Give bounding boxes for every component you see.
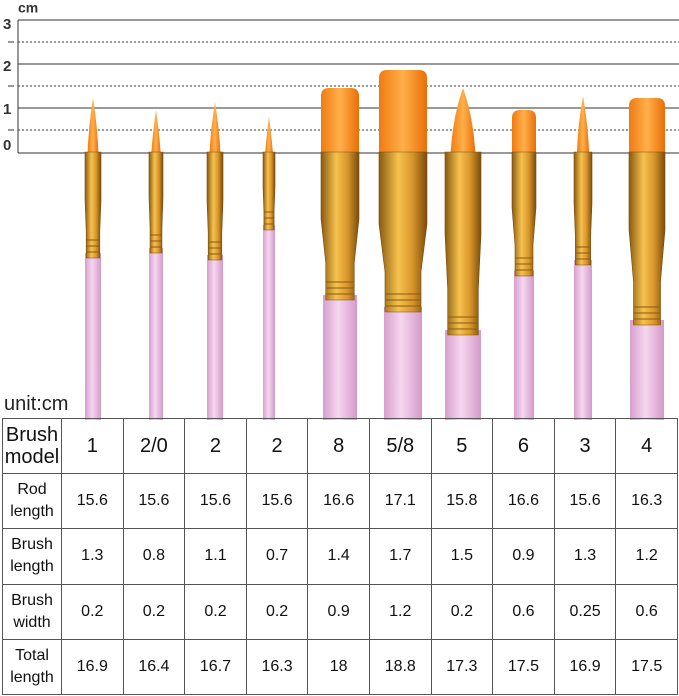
ferrule <box>628 151 666 326</box>
spec-table: Brush model 1 2/0 2 2 8 5/8 5 6 3 4 Rod length 15.6 1… <box>2 417 678 696</box>
ferrule <box>148 151 164 254</box>
table-cell: 2/0 <box>122 417 186 475</box>
ferrule <box>84 151 102 259</box>
row-label: Brush model <box>2 417 62 475</box>
table-cell: 1.2 <box>615 528 678 585</box>
row-label: Brush length <box>2 528 62 585</box>
bristles <box>512 110 536 158</box>
table-cell: 17.3 <box>430 638 494 696</box>
ferrule <box>320 151 360 301</box>
ruler-label: 2 <box>3 58 11 75</box>
table-cell: 1.5 <box>430 528 494 585</box>
table-cell: 1.1 <box>184 528 247 585</box>
handle <box>323 295 357 420</box>
table-cell: 0.2 <box>61 583 124 640</box>
handle <box>574 260 592 420</box>
table-row: Brush width 0.2 0.2 0.2 0.2 0.9 1.2 0.2 0.6 0.25 0… <box>2 583 678 640</box>
bristles <box>264 116 274 158</box>
table-cell: 16.9 <box>553 638 617 696</box>
table-cell: 17.5 <box>492 638 555 696</box>
table-cell: 15.6 <box>122 473 186 530</box>
table-cell: 16.4 <box>122 638 186 696</box>
table-cell: 0.25 <box>553 583 617 640</box>
table-cell: 5/8 <box>368 417 432 475</box>
table-cell: 15.8 <box>430 473 494 530</box>
ruler-label: 3 <box>3 16 11 33</box>
table-cell: 2 <box>184 417 247 475</box>
table-cell: 4 <box>615 417 678 475</box>
handle <box>85 253 101 420</box>
table-cell: 16.3 <box>245 638 309 696</box>
handle <box>514 271 534 420</box>
table-cell: 6 <box>492 417 555 475</box>
table-cell: 3 <box>553 417 617 475</box>
row-label: Rod length <box>2 473 62 530</box>
unit-note: unit:cm <box>4 393 69 415</box>
ferrule <box>444 151 482 336</box>
handle <box>149 248 163 420</box>
table-cell: 0.2 <box>184 583 247 640</box>
table-cell: 2 <box>245 417 309 475</box>
bristles <box>576 96 590 158</box>
table-cell: 1.7 <box>368 528 432 585</box>
table-row: Rod length 15.6 15.6 15.6 15.6 16.6 17.1 15.8 16… <box>2 473 678 530</box>
table-cell: 1.3 <box>61 528 124 585</box>
table-cell: 15.6 <box>553 473 617 530</box>
table-cell: 16.6 <box>307 473 370 530</box>
table-cell: 15.6 <box>184 473 247 530</box>
ferrule <box>573 151 593 266</box>
table-cell: 15.6 <box>61 473 124 530</box>
table-cell: 16.7 <box>184 638 247 696</box>
table-cell: 0.7 <box>245 528 309 585</box>
table-row: Brush model 1 2/0 2 2 8 5/8 5 6 3 4 <box>2 417 678 475</box>
table-cell: 0.6 <box>615 583 678 640</box>
table-cell: 1.2 <box>368 583 432 640</box>
handle <box>445 330 481 420</box>
table-row: Total length 16.9 16.4 16.7 16.3 18 18.8 17.3 17… <box>2 638 678 696</box>
brush-illustration: cm 3 2 1 0 <box>3 0 679 420</box>
table-cell: 0.2 <box>122 583 186 640</box>
table-cell: 0.2 <box>245 583 309 640</box>
bristles <box>87 98 99 158</box>
table-cell: 18.8 <box>368 638 432 696</box>
table-cell: 16.9 <box>61 638 124 696</box>
bristles <box>151 110 161 158</box>
table-cell: 18 <box>307 638 370 696</box>
table-cell: 1.4 <box>307 528 370 585</box>
handle <box>384 307 422 420</box>
bristles <box>209 102 221 158</box>
table-cell: 15.6 <box>245 473 309 530</box>
table-row: Brush length 1.3 0.8 1.1 0.7 1.4 1.7 1.5 0.9 1.3 1… <box>2 528 678 585</box>
table-cell: 1.3 <box>553 528 617 585</box>
ruler-label: 1 <box>3 101 11 118</box>
bristles <box>321 88 359 158</box>
ferrule <box>511 151 537 277</box>
table-cell: 5 <box>430 417 494 475</box>
bristles <box>629 98 665 158</box>
table-cell: 0.9 <box>307 583 370 640</box>
row-label: Brush width <box>2 583 62 640</box>
handle <box>207 255 223 420</box>
ruler-unit: cm <box>18 0 38 16</box>
table-cell: 1 <box>61 417 124 475</box>
table-cell: 0.9 <box>492 528 555 585</box>
ruler-label: 0 <box>3 137 11 154</box>
bristles <box>450 88 476 158</box>
ferrule <box>378 151 428 313</box>
table-cell: 17.1 <box>368 473 432 530</box>
table-cell: 16.3 <box>615 473 678 530</box>
table-cell: 17.5 <box>615 638 678 696</box>
table-cell: 8 <box>307 417 370 475</box>
ferrule <box>262 151 276 231</box>
handle <box>630 320 664 420</box>
table-cell: 0.6 <box>492 583 555 640</box>
bristles <box>379 70 427 158</box>
row-label: Total length <box>2 638 62 696</box>
table-cell: 0.2 <box>430 583 494 640</box>
ferrule <box>206 151 224 261</box>
table-cell: 16.6 <box>492 473 555 530</box>
table-cell: 0.8 <box>122 528 186 585</box>
handle <box>263 225 275 420</box>
